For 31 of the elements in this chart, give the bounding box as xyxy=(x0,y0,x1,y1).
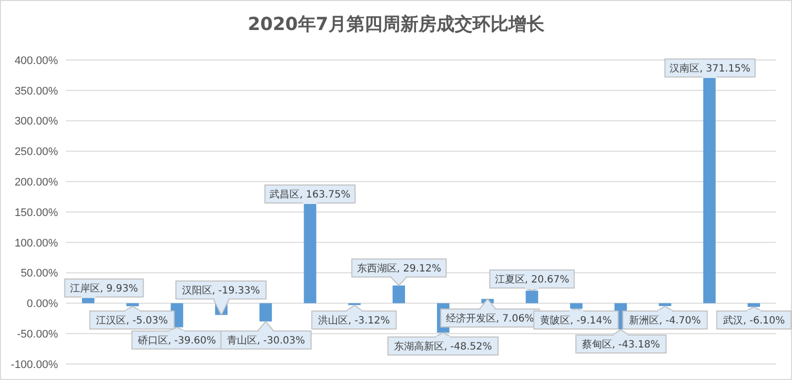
data-label: 新洲区, -4.70% xyxy=(629,314,701,326)
data-label: 江夏区, 20.67% xyxy=(494,274,570,286)
y-tick-label: 200.00% xyxy=(14,176,58,188)
data-label: 东湖高新区, -48.52% xyxy=(394,340,492,352)
y-tick-label: 350.00% xyxy=(14,85,58,98)
bar xyxy=(570,303,583,309)
y-tick-label: 100.00% xyxy=(14,237,58,250)
data-label: 武昌区, 163.75% xyxy=(270,188,350,200)
data-label: 经济开发区, 7.06% xyxy=(446,312,534,324)
bar xyxy=(304,204,316,304)
data-label: 洪山区, -3.12% xyxy=(318,314,390,326)
data-label: 江汉区, -5.03% xyxy=(96,314,168,326)
data-label: 武汉, -6.10% xyxy=(723,314,785,326)
chart-title: 2020年7月第四周新房成交环比增长 xyxy=(248,14,546,35)
y-tick-label: 250.00% xyxy=(14,146,58,158)
data-label: 蔡甸区, -43.18% xyxy=(582,338,660,350)
data-label: 东西湖区, 29.12% xyxy=(356,262,442,274)
data-label: 汉南区, 371.15% xyxy=(670,62,750,74)
y-tick-label: 0.00% xyxy=(26,298,58,310)
data-label: 黄陂区, -9.14% xyxy=(540,314,612,326)
y-tick-label: 300.00% xyxy=(14,116,58,128)
y-tick-label: -50.00% xyxy=(17,328,58,340)
data-label: 硚口区, -39.60% xyxy=(136,334,216,346)
y-tick-label: 400.00% xyxy=(14,54,58,67)
data-label: 青山区, -30.03% xyxy=(226,334,306,346)
data-label: 江岸区, 9.93% xyxy=(70,282,138,294)
bar xyxy=(703,78,716,304)
data-label: 汉阳区, -19.33% xyxy=(182,284,260,296)
y-tick-label: 150.00% xyxy=(14,206,58,219)
y-tick-label: -100.00% xyxy=(10,358,58,371)
y-tick-label: 50.00% xyxy=(20,268,58,280)
